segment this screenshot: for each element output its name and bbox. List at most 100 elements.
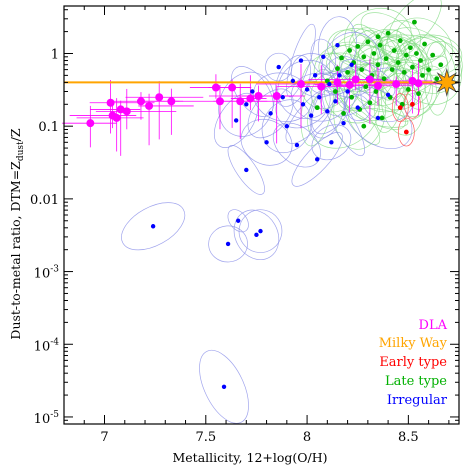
dla-point [112, 113, 121, 122]
x-tick-label: 7.5 [195, 430, 216, 445]
late-type-point [375, 62, 381, 68]
early-type-contour [391, 93, 409, 122]
irregular-point [150, 224, 156, 229]
dla-point [167, 97, 176, 106]
irregular-point [375, 115, 381, 121]
y-axis-title-sub: dust [16, 141, 26, 161]
legend-irregular: Irregular [387, 393, 448, 408]
y-tick-exponent: -4 [50, 337, 59, 347]
data-points [86, 19, 444, 389]
irregular-point [221, 384, 227, 389]
irregular-contour [290, 72, 348, 122]
late-type-point [405, 87, 411, 92]
late-type-point [412, 19, 417, 25]
late-type-point [347, 48, 353, 53]
irregular-point [298, 58, 304, 63]
late-type-point [361, 54, 367, 60]
irregular-point [329, 140, 334, 145]
late-type-point [385, 30, 391, 36]
late-type-point [361, 123, 367, 129]
irregular-contour [238, 209, 283, 253]
late-type-contour [378, 33, 411, 68]
irregular-point [345, 89, 350, 94]
irregular-point [312, 73, 318, 78]
dla-point [365, 75, 374, 84]
late-type-point [434, 76, 440, 82]
late-type-point [381, 76, 387, 82]
late-type-point [339, 55, 344, 61]
irregular-point [236, 218, 241, 223]
late-type-point [367, 100, 373, 106]
legend-early-type: Early type [379, 355, 447, 370]
y-tick-exponent: -5 [50, 410, 59, 420]
y-tick-label: 0.1 [38, 120, 59, 135]
early-type-point [403, 129, 409, 135]
irregular-contour [227, 145, 265, 195]
irregular-point [294, 142, 300, 148]
irregular-contour [233, 209, 280, 260]
irregular-point [327, 81, 332, 87]
irregular-contour [322, 90, 365, 157]
late-type-point [395, 60, 401, 65]
dla-point [215, 97, 224, 106]
dla-point [351, 75, 360, 84]
late-type-point [438, 62, 444, 68]
dla-point [228, 83, 237, 92]
irregular-point [335, 43, 340, 48]
late-type-contour [387, 0, 442, 52]
irregular-point [337, 73, 342, 78]
late-type-point [345, 69, 350, 75]
dla-point [106, 98, 115, 107]
late-type-point [375, 34, 381, 40]
early-type-point [410, 101, 415, 107]
dla-point [333, 78, 342, 87]
dla-point [145, 101, 154, 110]
dla-point [236, 97, 245, 106]
irregular-point [284, 123, 290, 129]
dla-point [86, 119, 95, 128]
irregular-contour [121, 202, 186, 251]
legend-dla: DLA [419, 318, 448, 333]
late-type-contour [396, 17, 453, 71]
late-type-point [401, 69, 407, 75]
late-type-point [379, 115, 385, 121]
late-type-point [416, 91, 421, 97]
irregular-contour [272, 122, 321, 168]
irregular-point [385, 92, 391, 98]
irregular-point [225, 241, 231, 247]
dla-point [373, 81, 382, 90]
late-type-point [422, 41, 427, 47]
irregular-point [317, 95, 322, 100]
x-axis-title: Metallicity, 12+log(O/H) [172, 450, 327, 465]
irregular-point [290, 78, 296, 84]
dla-point [211, 83, 220, 92]
y-tick-label: 10-5 [34, 410, 60, 427]
irregular-point [315, 157, 320, 162]
late-type-point [365, 39, 371, 45]
late-type-contour [379, 20, 421, 62]
irregular-point [349, 62, 354, 67]
early-type-contour [397, 117, 415, 147]
late-type-contour [355, 108, 409, 128]
late-type-point [335, 66, 340, 71]
x-tick-label: 8.5 [398, 430, 419, 445]
irregular-point [341, 120, 346, 126]
irregular-point [321, 54, 326, 60]
late-type-point [371, 51, 377, 56]
irregular-point [276, 64, 281, 70]
late-type-point [333, 89, 338, 94]
irregular-contour [311, 124, 352, 161]
late-type-point [397, 38, 403, 44]
late-type-point [383, 56, 389, 62]
dla-point [116, 105, 125, 114]
y-tick-base: 10 [34, 412, 51, 427]
legend-late-type: Late type [385, 374, 447, 389]
irregular-point [244, 167, 249, 173]
legend-milky-way: Milky Way [379, 336, 448, 351]
late-type-point [407, 45, 413, 51]
dla-point [345, 80, 354, 89]
dla-point [414, 79, 423, 88]
dla-point [272, 92, 281, 101]
